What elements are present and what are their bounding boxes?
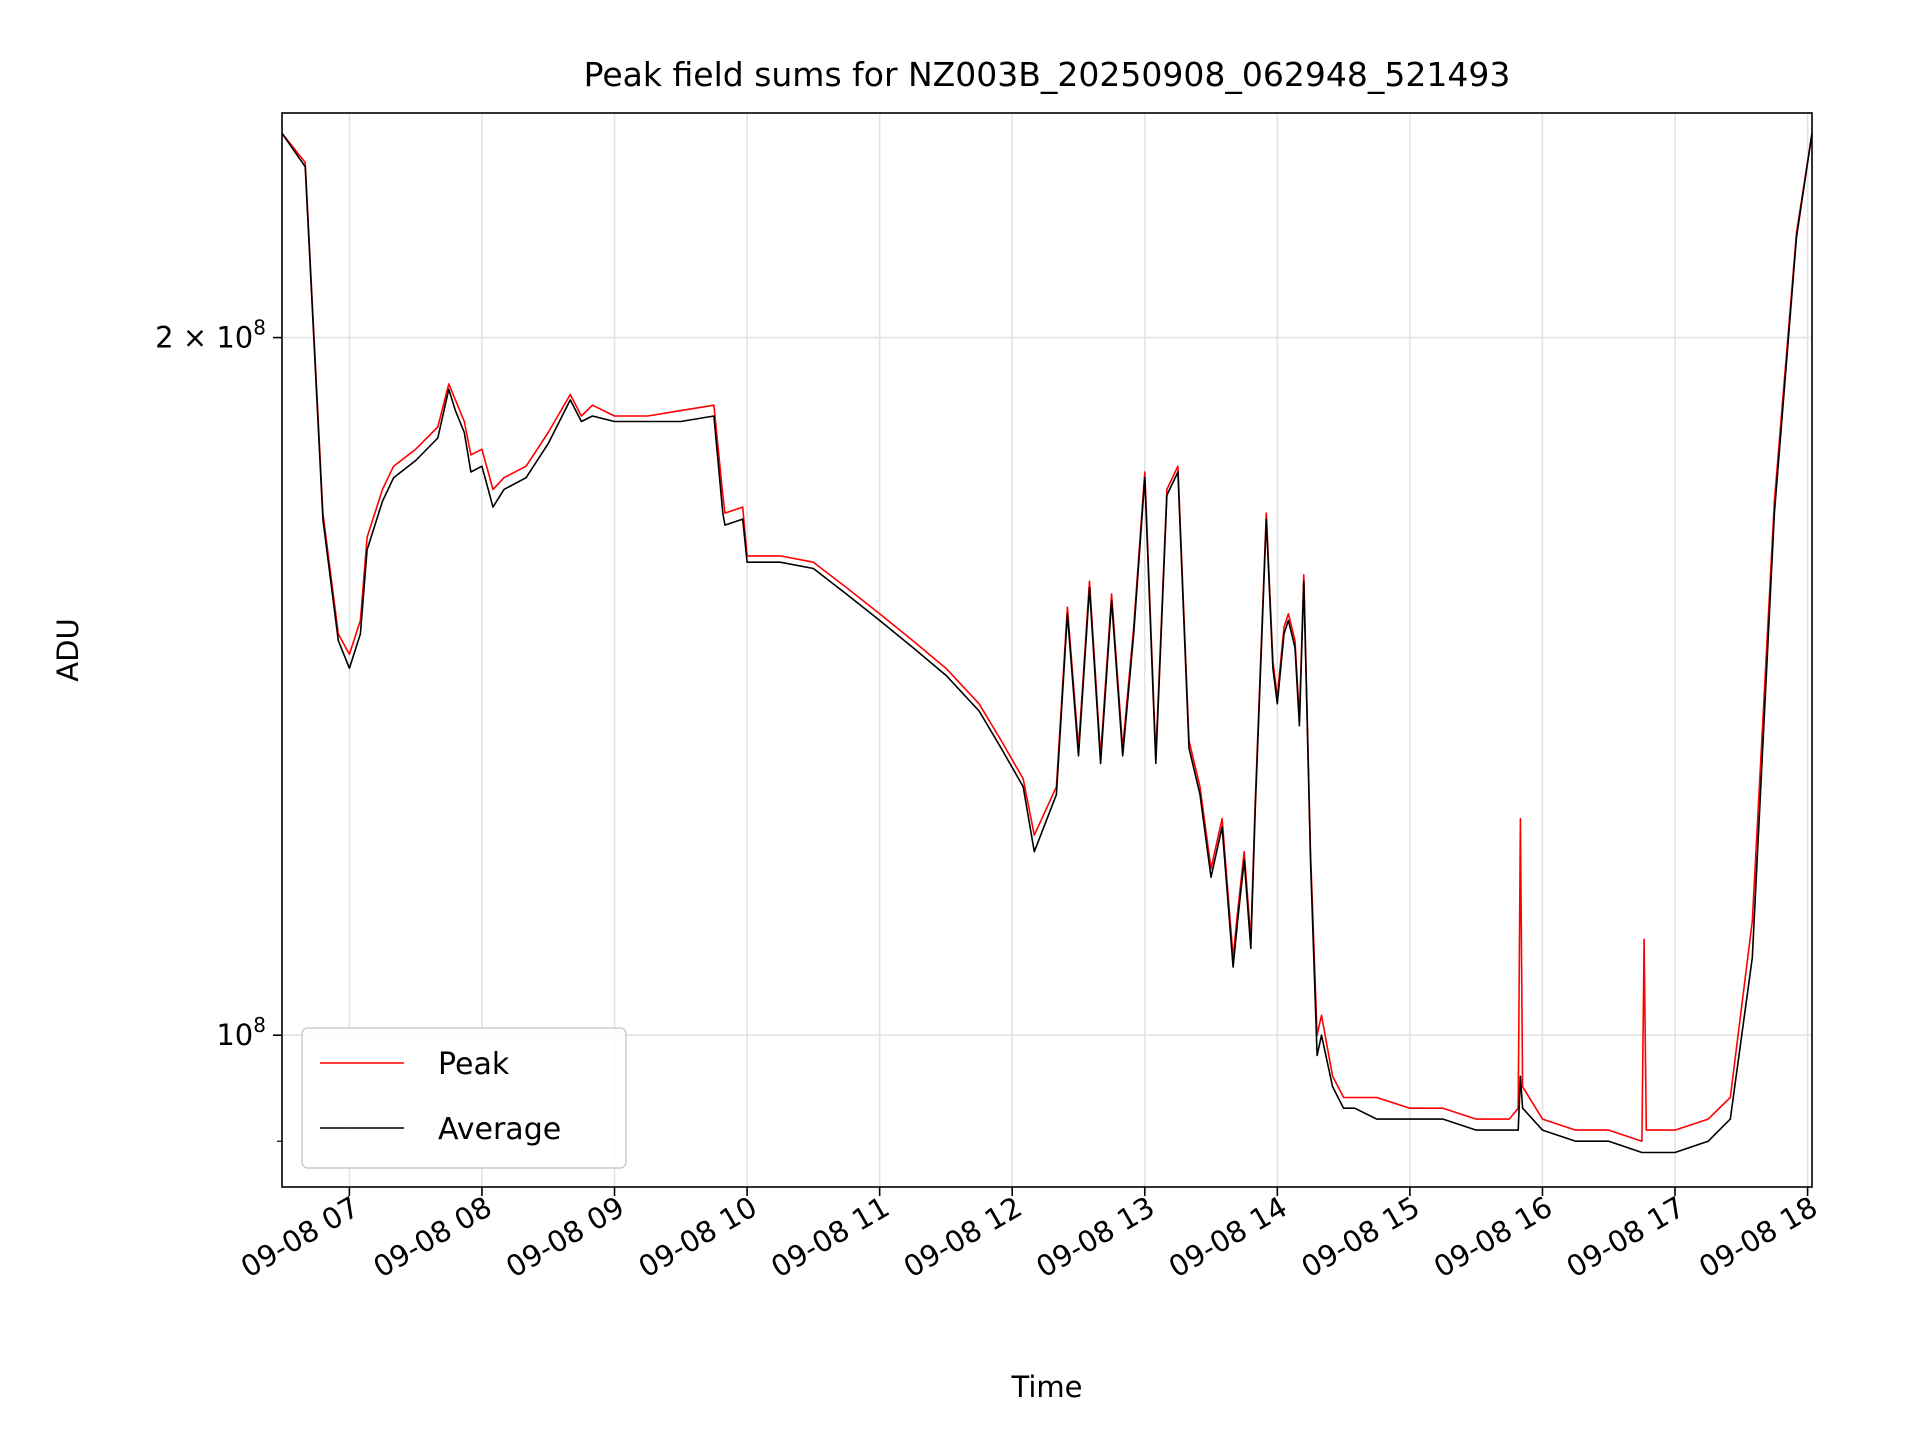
y-axis-label: ADU <box>51 618 85 681</box>
y-tick-label: 2 × 108 <box>155 316 266 355</box>
grid-lines <box>282 113 1812 1187</box>
legend: Peak Average <box>301 1027 627 1169</box>
x-axis-label: Time <box>1011 1370 1083 1404</box>
y-tick-label: 108 <box>216 1013 266 1052</box>
series-lines <box>281 132 1813 1154</box>
legend-label-average: Average <box>438 1112 561 1147</box>
legend-label-peak: Peak <box>438 1047 510 1082</box>
chart-title: Peak field sums for NZ003B_20250908_0629… <box>584 55 1511 94</box>
plot-frame <box>281 112 1813 1188</box>
series-line-average <box>281 132 1813 1154</box>
